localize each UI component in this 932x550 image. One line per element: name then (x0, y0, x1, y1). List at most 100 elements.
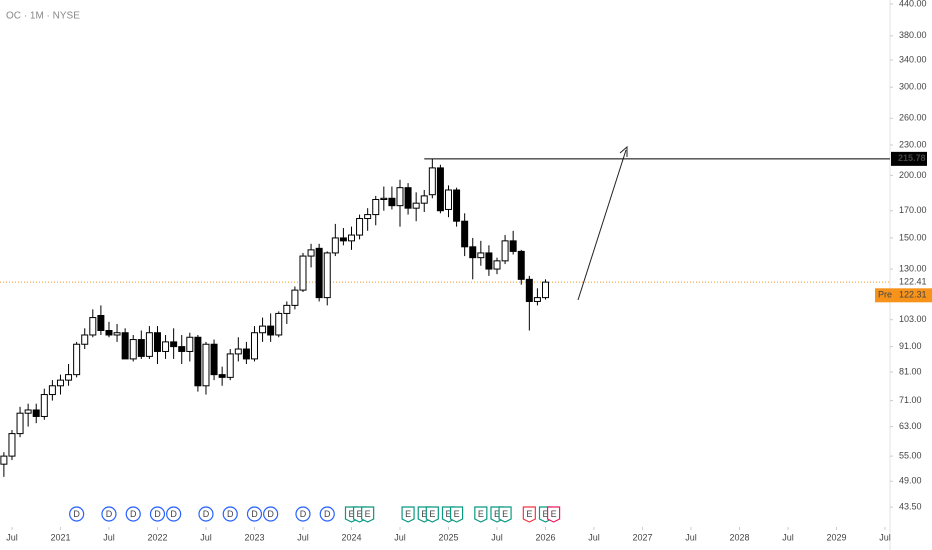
x-tick-label: Jul (588, 532, 600, 542)
dividend-marker (295, 506, 311, 522)
x-tick-label: 2028 (729, 532, 749, 542)
candle-body (0, 455, 8, 465)
candle-body (153, 332, 161, 352)
y-tick-label: 130.00 (899, 263, 927, 273)
candle-body (388, 197, 396, 207)
x-tick-label: 2021 (50, 532, 70, 542)
candle-body (250, 332, 258, 360)
earnings-marker (474, 506, 488, 523)
event-label: D (267, 509, 274, 519)
candle-body (283, 304, 291, 314)
candle-body (65, 374, 73, 381)
y-tick-label: 43.50 (899, 501, 922, 511)
candle-body (380, 197, 388, 200)
candle-body (420, 195, 428, 204)
event-label: E (429, 509, 435, 519)
candle-body (81, 334, 89, 345)
candle-body (372, 198, 380, 216)
event-label: E (445, 509, 451, 519)
event-label: E (348, 509, 354, 519)
event-label: E (478, 509, 484, 519)
candle-body (170, 341, 178, 348)
chart-title: OC · 1M · NYSE (6, 11, 80, 22)
y-tick-label: 260.00 (899, 113, 927, 123)
dividend-marker (319, 506, 335, 522)
event-label: E (494, 509, 500, 519)
y-tick-label: 300.00 (899, 82, 927, 92)
candle-body (202, 343, 210, 387)
dividend-marker (166, 506, 182, 522)
event-label: D (227, 509, 234, 519)
y-tick-label: 340.00 (899, 54, 927, 64)
dividend-marker (69, 506, 85, 522)
y-tick-label: 440.00 (899, 0, 927, 8)
y-tick-label: 200.00 (899, 170, 927, 180)
event-label: D (203, 509, 210, 519)
candle-body (234, 348, 242, 355)
candle-body (56, 379, 64, 387)
earnings-marker (522, 506, 536, 523)
candle-body (509, 240, 517, 252)
candle-body (32, 409, 40, 417)
candle-body (323, 252, 331, 299)
event-label: E (502, 509, 508, 519)
earnings-marker (401, 506, 415, 523)
dividend-marker (263, 506, 279, 522)
candle-body (307, 249, 315, 257)
y-tick-label: 55.00 (899, 450, 922, 460)
pre-tag: Pre (878, 290, 892, 300)
dividend-marker (198, 506, 214, 522)
candle-body (137, 339, 145, 357)
candle-body (339, 237, 347, 242)
hline-label: 215.78 (898, 153, 926, 163)
candle-body (364, 214, 372, 220)
candle-body (461, 220, 469, 248)
event-label: D (73, 509, 80, 519)
candle-body (525, 278, 533, 302)
candle-body (428, 167, 436, 196)
candle-body (162, 341, 170, 352)
candle-body (16, 412, 24, 435)
x-tick-label: 2023 (244, 532, 264, 542)
dividend-marker (101, 506, 117, 522)
last-price-label: 122.41 (899, 277, 927, 287)
earnings-marker (361, 506, 375, 523)
dividend-marker (125, 506, 141, 522)
event-label: E (551, 509, 557, 519)
x-tick-label: 2029 (826, 532, 846, 542)
candle-body (444, 189, 452, 210)
event-label: E (542, 509, 548, 519)
candle-body (226, 353, 234, 378)
candle-body (299, 255, 307, 291)
candle-body (242, 348, 250, 360)
x-tick-label: 2025 (438, 532, 458, 542)
earnings-marker (449, 506, 464, 523)
y-tick-label: 63.00 (899, 421, 922, 431)
event-label: D (106, 509, 113, 519)
candle-body (210, 343, 218, 376)
candle-body (105, 330, 113, 336)
x-tick-label: Jul (297, 532, 309, 542)
event-label: E (421, 509, 427, 519)
candle-body (291, 289, 299, 306)
event-label: E (357, 509, 363, 519)
candle-body (129, 339, 137, 360)
arrow-head (619, 145, 628, 157)
earnings-marker (546, 506, 561, 523)
earnings-marker (498, 506, 512, 523)
x-tick-label: Jul (782, 532, 794, 542)
event-label: D (170, 509, 177, 519)
dividend-marker (246, 506, 263, 522)
candle-body (331, 237, 339, 254)
earnings-marker (425, 506, 439, 523)
event-label: E (365, 509, 371, 519)
candle-body (501, 240, 509, 262)
y-tick-label: 81.00 (899, 366, 922, 376)
y-tick-label: 150.00 (899, 232, 927, 242)
x-tick-label: Jul (685, 532, 697, 542)
candle-body (533, 297, 541, 302)
event-label: D (300, 509, 307, 519)
candle-body (396, 187, 404, 207)
candle-body (267, 325, 275, 336)
